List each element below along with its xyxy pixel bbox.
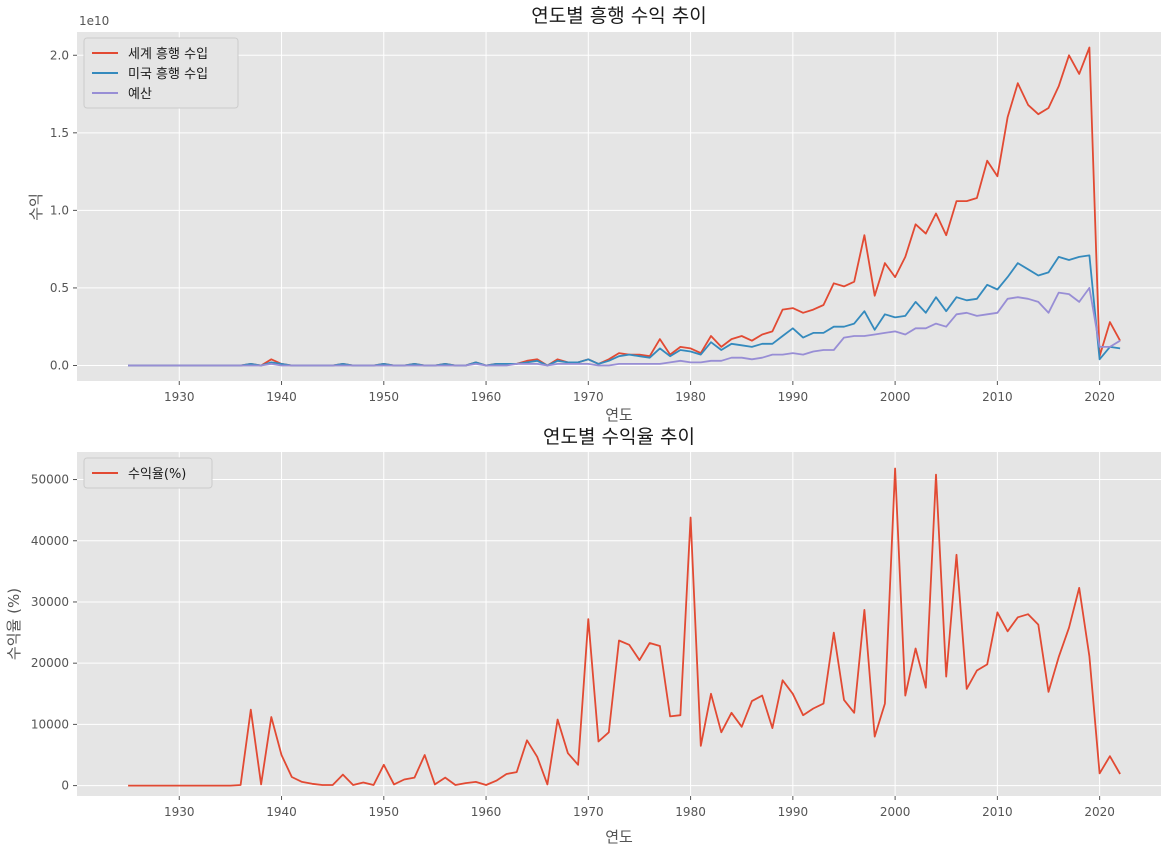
revenue-x-tick-label: 1930 <box>164 390 195 404</box>
revenue-series-group <box>128 46 1121 367</box>
revenue-subplot: 1930 1940 1950 1960 1970 1980 1990 2000 2010 2020… <box>27 5 1161 424</box>
revenue-x-tick-label: 1940 <box>266 390 297 404</box>
roi-series-line-0 <box>128 467 1121 787</box>
revenue-chart-title: 연도별 흥행 수익 추이 <box>531 5 706 27</box>
revenue-x-tick-label: 1990 <box>778 390 809 404</box>
roi-y-tick-label: 10000 <box>31 717 69 731</box>
revenue-y-axis-label: 수익 <box>27 193 45 221</box>
roi-x-tick-label: 1930 <box>164 805 195 819</box>
roi-x-tick-label: 1980 <box>675 805 706 819</box>
roi-x-tick-label: 1940 <box>266 805 297 819</box>
roi-x-tick-label: 2000 <box>880 805 911 819</box>
roi-y-axis-label: 수익율 (%) <box>5 588 23 660</box>
revenue-x-tick-label: 2000 <box>880 390 911 404</box>
roi-x-tick-label: 1960 <box>471 805 502 819</box>
roi-x-axis-label: 연도 <box>605 828 633 846</box>
roi-y-tick-label: 20000 <box>31 656 69 670</box>
revenue-y-tick-label: 1.0 <box>50 203 69 217</box>
roi-y-ticks: 0 10000 20000 30000 40000 50000 <box>31 473 77 793</box>
roi-x-tick-label: 1970 <box>573 805 604 819</box>
revenue-x-tick-label: 1960 <box>471 390 502 404</box>
revenue-y-tick-label: 0.0 <box>50 358 69 372</box>
revenue-x-tick-label: 1980 <box>675 390 706 404</box>
revenue-legend-box <box>83 37 239 109</box>
roi-x-tick-label: 2020 <box>1084 805 1115 819</box>
revenue-x-tick-label: 2010 <box>982 390 1013 404</box>
revenue-x-tick-label: 1970 <box>573 390 604 404</box>
roi-grid <box>77 452 1161 796</box>
roi-x-tick-label: 1990 <box>778 805 809 819</box>
roi-y-tick-label: 50000 <box>31 473 69 487</box>
roi-y-tick-label: 30000 <box>31 595 69 609</box>
revenue-y-ticks: 0.0 0.5 1.0 1.5 2.0 <box>50 48 77 372</box>
revenue-y-tick-label: 0.5 <box>50 281 69 295</box>
revenue-x-tick-label: 1950 <box>369 390 400 404</box>
revenue-y-tick-label: 1.5 <box>50 126 69 140</box>
revenue-x-tick-label: 2020 <box>1084 390 1115 404</box>
revenue-legend-label: 세계 흥행 수입 <box>128 46 208 62</box>
roi-plot-background <box>77 452 1161 796</box>
revenue-legend-label: 미국 흥행 수입 <box>128 66 208 82</box>
roi-legend-box <box>83 457 213 489</box>
roi-y-tick-label: 40000 <box>31 534 69 548</box>
roi-x-ticks: 1930 1940 1950 1960 1970 1980 1990 2000 2010 2020 <box>164 796 1115 819</box>
roi-legend-label: 수익율(%) <box>128 467 186 482</box>
revenue-x-ticks: 1930 1940 1950 1960 1970 1980 1990 2000 2010 2020 <box>164 381 1115 404</box>
revenue-plot-background <box>77 32 1161 381</box>
revenue-x-axis-label: 연도 <box>605 406 633 424</box>
roi-legend: 수익율(%) <box>83 457 213 489</box>
roi-subplot: 1930 1940 1950 1960 1970 1980 1990 2000 2010 2020… <box>5 426 1161 846</box>
roi-chart-title: 연도별 수익율 추이 <box>543 426 695 448</box>
roi-series-group <box>128 467 1121 787</box>
roi-y-tick-label: 0 <box>61 779 69 793</box>
revenue-y-tick-label: 2.0 <box>50 48 69 62</box>
revenue-y-offset-label: 1e10 <box>79 14 109 28</box>
roi-x-tick-label: 2010 <box>982 805 1013 819</box>
revenue-series-line-2 <box>128 286 1121 367</box>
roi-x-tick-label: 1950 <box>369 805 400 819</box>
revenue-legend-label: 예산 <box>128 87 152 102</box>
